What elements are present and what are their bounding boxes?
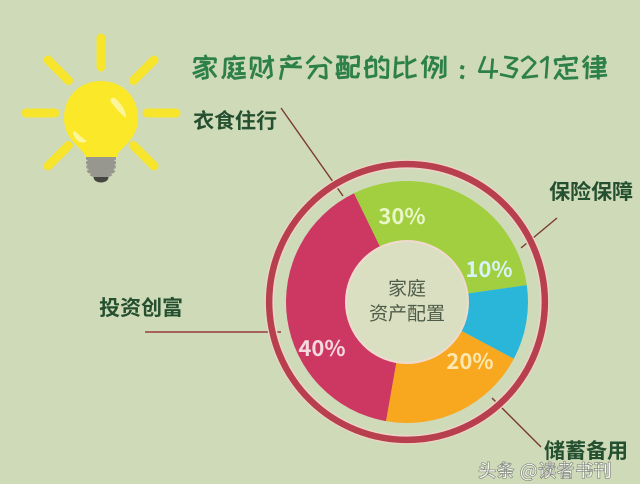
svg-text:20%: 20% (446, 344, 493, 376)
svg-text:30%: 30% (378, 199, 425, 231)
svg-text:10%: 10% (465, 252, 512, 284)
svg-text:40%: 40% (298, 331, 345, 363)
svg-text:资产配置: 资产配置 (369, 299, 445, 326)
svg-text:家庭: 家庭 (388, 274, 426, 301)
